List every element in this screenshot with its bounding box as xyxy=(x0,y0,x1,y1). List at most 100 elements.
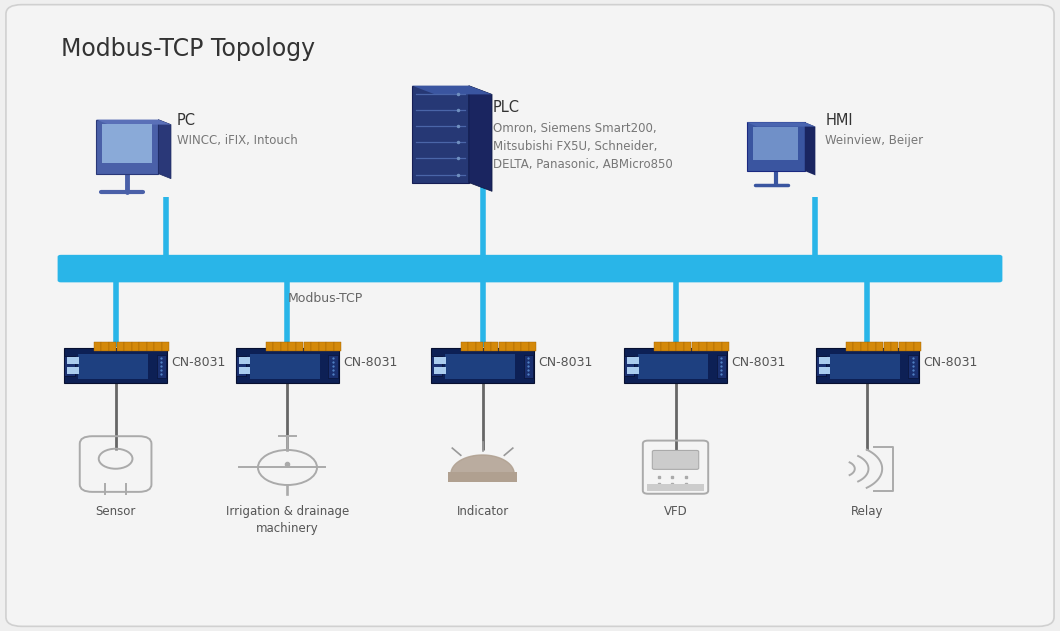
FancyBboxPatch shape xyxy=(329,355,338,378)
FancyBboxPatch shape xyxy=(647,485,704,492)
FancyBboxPatch shape xyxy=(700,342,707,351)
FancyBboxPatch shape xyxy=(522,342,529,351)
FancyBboxPatch shape xyxy=(677,354,688,379)
FancyBboxPatch shape xyxy=(469,342,476,351)
FancyBboxPatch shape xyxy=(310,354,320,379)
FancyBboxPatch shape xyxy=(498,342,506,351)
FancyBboxPatch shape xyxy=(118,354,128,379)
FancyBboxPatch shape xyxy=(269,354,280,379)
FancyBboxPatch shape xyxy=(155,342,162,351)
FancyBboxPatch shape xyxy=(830,354,841,379)
FancyBboxPatch shape xyxy=(868,342,876,351)
FancyBboxPatch shape xyxy=(65,348,166,384)
FancyBboxPatch shape xyxy=(818,357,830,364)
FancyBboxPatch shape xyxy=(899,342,906,351)
FancyBboxPatch shape xyxy=(476,342,483,351)
FancyBboxPatch shape xyxy=(128,354,139,379)
FancyBboxPatch shape xyxy=(312,342,319,351)
FancyBboxPatch shape xyxy=(624,357,635,377)
Text: Sensor: Sensor xyxy=(95,505,136,518)
FancyBboxPatch shape xyxy=(668,354,678,379)
Text: CN-8031: CN-8031 xyxy=(172,356,226,369)
FancyBboxPatch shape xyxy=(657,354,668,379)
FancyBboxPatch shape xyxy=(326,342,334,351)
Text: HMI: HMI xyxy=(826,113,853,128)
Polygon shape xyxy=(96,120,158,174)
FancyBboxPatch shape xyxy=(266,342,273,351)
FancyBboxPatch shape xyxy=(484,354,495,379)
Polygon shape xyxy=(96,120,171,124)
FancyBboxPatch shape xyxy=(661,342,669,351)
FancyBboxPatch shape xyxy=(652,451,699,469)
Text: VFD: VFD xyxy=(664,505,687,518)
FancyBboxPatch shape xyxy=(303,342,311,351)
FancyBboxPatch shape xyxy=(431,357,442,377)
FancyBboxPatch shape xyxy=(431,348,533,384)
Text: WINCC, iFIX, Intouch: WINCC, iFIX, Intouch xyxy=(177,134,298,147)
Text: Modbus-TCP: Modbus-TCP xyxy=(287,292,363,305)
FancyBboxPatch shape xyxy=(6,4,1054,627)
Polygon shape xyxy=(412,86,469,182)
FancyBboxPatch shape xyxy=(249,354,260,379)
Text: Indicator: Indicator xyxy=(457,505,509,518)
FancyBboxPatch shape xyxy=(434,367,445,374)
FancyBboxPatch shape xyxy=(319,342,326,351)
FancyBboxPatch shape xyxy=(906,342,914,351)
FancyBboxPatch shape xyxy=(669,342,676,351)
FancyBboxPatch shape xyxy=(869,354,880,379)
FancyBboxPatch shape xyxy=(65,357,74,377)
FancyBboxPatch shape xyxy=(514,342,522,351)
Text: Irrigation & drainage
machinery: Irrigation & drainage machinery xyxy=(226,505,349,535)
FancyBboxPatch shape xyxy=(296,342,303,351)
FancyBboxPatch shape xyxy=(891,342,899,351)
FancyBboxPatch shape xyxy=(124,342,131,351)
FancyBboxPatch shape xyxy=(57,255,1003,282)
FancyBboxPatch shape xyxy=(505,354,515,379)
Text: Relay: Relay xyxy=(851,505,884,518)
FancyBboxPatch shape xyxy=(102,342,109,351)
FancyBboxPatch shape xyxy=(876,342,883,351)
FancyBboxPatch shape xyxy=(654,342,661,351)
FancyBboxPatch shape xyxy=(860,354,870,379)
Polygon shape xyxy=(746,122,805,171)
FancyBboxPatch shape xyxy=(139,342,146,351)
FancyBboxPatch shape xyxy=(626,367,638,374)
FancyBboxPatch shape xyxy=(461,342,469,351)
Polygon shape xyxy=(412,86,492,95)
FancyBboxPatch shape xyxy=(626,357,638,364)
FancyBboxPatch shape xyxy=(707,342,714,351)
FancyBboxPatch shape xyxy=(684,342,691,351)
FancyBboxPatch shape xyxy=(846,342,853,351)
FancyBboxPatch shape xyxy=(236,348,338,384)
FancyBboxPatch shape xyxy=(464,354,475,379)
FancyBboxPatch shape xyxy=(236,357,247,377)
FancyBboxPatch shape xyxy=(495,354,506,379)
FancyBboxPatch shape xyxy=(273,342,281,351)
FancyBboxPatch shape xyxy=(434,357,445,364)
FancyBboxPatch shape xyxy=(850,354,860,379)
FancyBboxPatch shape xyxy=(914,342,921,351)
Text: Modbus-TCP Topology: Modbus-TCP Topology xyxy=(60,37,315,61)
FancyBboxPatch shape xyxy=(908,355,918,378)
Polygon shape xyxy=(450,455,514,474)
FancyBboxPatch shape xyxy=(77,354,88,379)
FancyBboxPatch shape xyxy=(131,342,139,351)
Text: Omron, Siemens Smart200,
Mitsubishi FX5U, Schneider,
DELTA, Panasonic, ABMicro85: Omron, Siemens Smart200, Mitsubishi FX5U… xyxy=(493,122,673,170)
FancyBboxPatch shape xyxy=(648,354,658,379)
Text: PC: PC xyxy=(177,113,196,128)
FancyBboxPatch shape xyxy=(722,342,729,351)
Polygon shape xyxy=(103,124,152,163)
FancyBboxPatch shape xyxy=(691,342,699,351)
FancyBboxPatch shape xyxy=(238,357,250,364)
FancyBboxPatch shape xyxy=(697,354,708,379)
FancyBboxPatch shape xyxy=(638,354,649,379)
FancyBboxPatch shape xyxy=(108,354,119,379)
FancyBboxPatch shape xyxy=(717,355,726,378)
FancyBboxPatch shape xyxy=(94,342,102,351)
FancyBboxPatch shape xyxy=(98,354,108,379)
FancyBboxPatch shape xyxy=(445,354,455,379)
FancyBboxPatch shape xyxy=(67,357,78,364)
FancyBboxPatch shape xyxy=(334,342,341,351)
Text: CN-8031: CN-8031 xyxy=(923,356,977,369)
Text: Weinview, Beijer: Weinview, Beijer xyxy=(826,134,923,147)
